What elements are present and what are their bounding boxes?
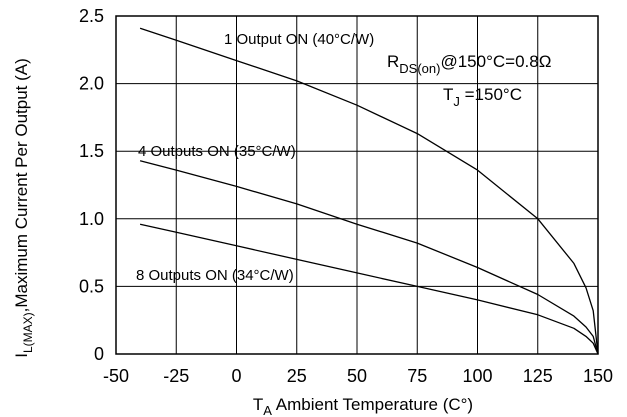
series-line-1 xyxy=(139,27,599,355)
y-tick-label: 0.5 xyxy=(79,276,104,296)
tj-sub: J xyxy=(453,94,460,109)
x-tick-label: 150 xyxy=(583,366,613,386)
x-tick-label: 50 xyxy=(347,366,367,386)
x-axis-title: TA Ambient Temperature (C°) xyxy=(253,395,473,417)
annotations: 1 Output ON (40°C/W) 4 Outputs ON (35°C/… xyxy=(136,31,551,284)
x-tick-label: 25 xyxy=(287,366,307,386)
x-tick-label: 100 xyxy=(462,366,492,386)
plot-frame xyxy=(115,15,599,355)
x-tick-label: 125 xyxy=(523,366,553,386)
x-tick-label: 75 xyxy=(407,366,427,386)
y-axis-title-sub: L(MAX) xyxy=(21,312,35,353)
x-tick-label: 0 xyxy=(231,366,241,386)
x-axis-title-rest: Ambient Temperature (C°) xyxy=(272,395,473,414)
series-line-2 xyxy=(139,160,599,355)
x-axis-title-sub: A xyxy=(263,403,272,417)
grid xyxy=(115,15,599,355)
annotation-4-outputs: 4 Outputs ON (35°C/W) xyxy=(138,143,296,160)
x-tick-label: -25 xyxy=(163,366,189,386)
rds-main: R xyxy=(387,52,399,71)
y-axis-title: IL(MAX),Maximum Current Per Output (A) xyxy=(12,58,35,358)
tick-labels: -50 -25 0 25 50 75 100 125 150 0 0.5 1.0 1.5 2.0 2.5 xyxy=(79,6,613,386)
x-tick-label: -50 xyxy=(103,366,129,386)
annotation-1-output: 1 Output ON (40°C/W) xyxy=(224,31,374,48)
tj-rest: =150°C xyxy=(460,85,522,104)
y-axis-title-rest: ,Maximum Current Per Output (A) xyxy=(12,58,31,312)
y-tick-label: 2.5 xyxy=(79,6,104,26)
y-tick-label: 1.5 xyxy=(79,141,104,161)
tj-condition: TJ =150°C xyxy=(443,85,522,109)
tj-main: T xyxy=(443,85,453,104)
rds-sub: DS(on) xyxy=(399,61,440,76)
rds-condition: RDS(on)@150°C=0.8Ω xyxy=(387,52,551,76)
series-lines xyxy=(139,27,599,355)
x-axis-title-main: T xyxy=(253,395,263,414)
y-axis-title-main: I xyxy=(12,353,31,358)
series-line-3 xyxy=(139,223,599,355)
rds-rest: @150°C=0.8Ω xyxy=(440,52,551,71)
y-tick-label: 1.0 xyxy=(79,209,104,229)
annotation-8-outputs: 8 Outputs ON (34°C/W) xyxy=(136,267,294,284)
y-tick-label: 0 xyxy=(94,344,104,364)
y-tick-label: 2.0 xyxy=(79,74,104,94)
